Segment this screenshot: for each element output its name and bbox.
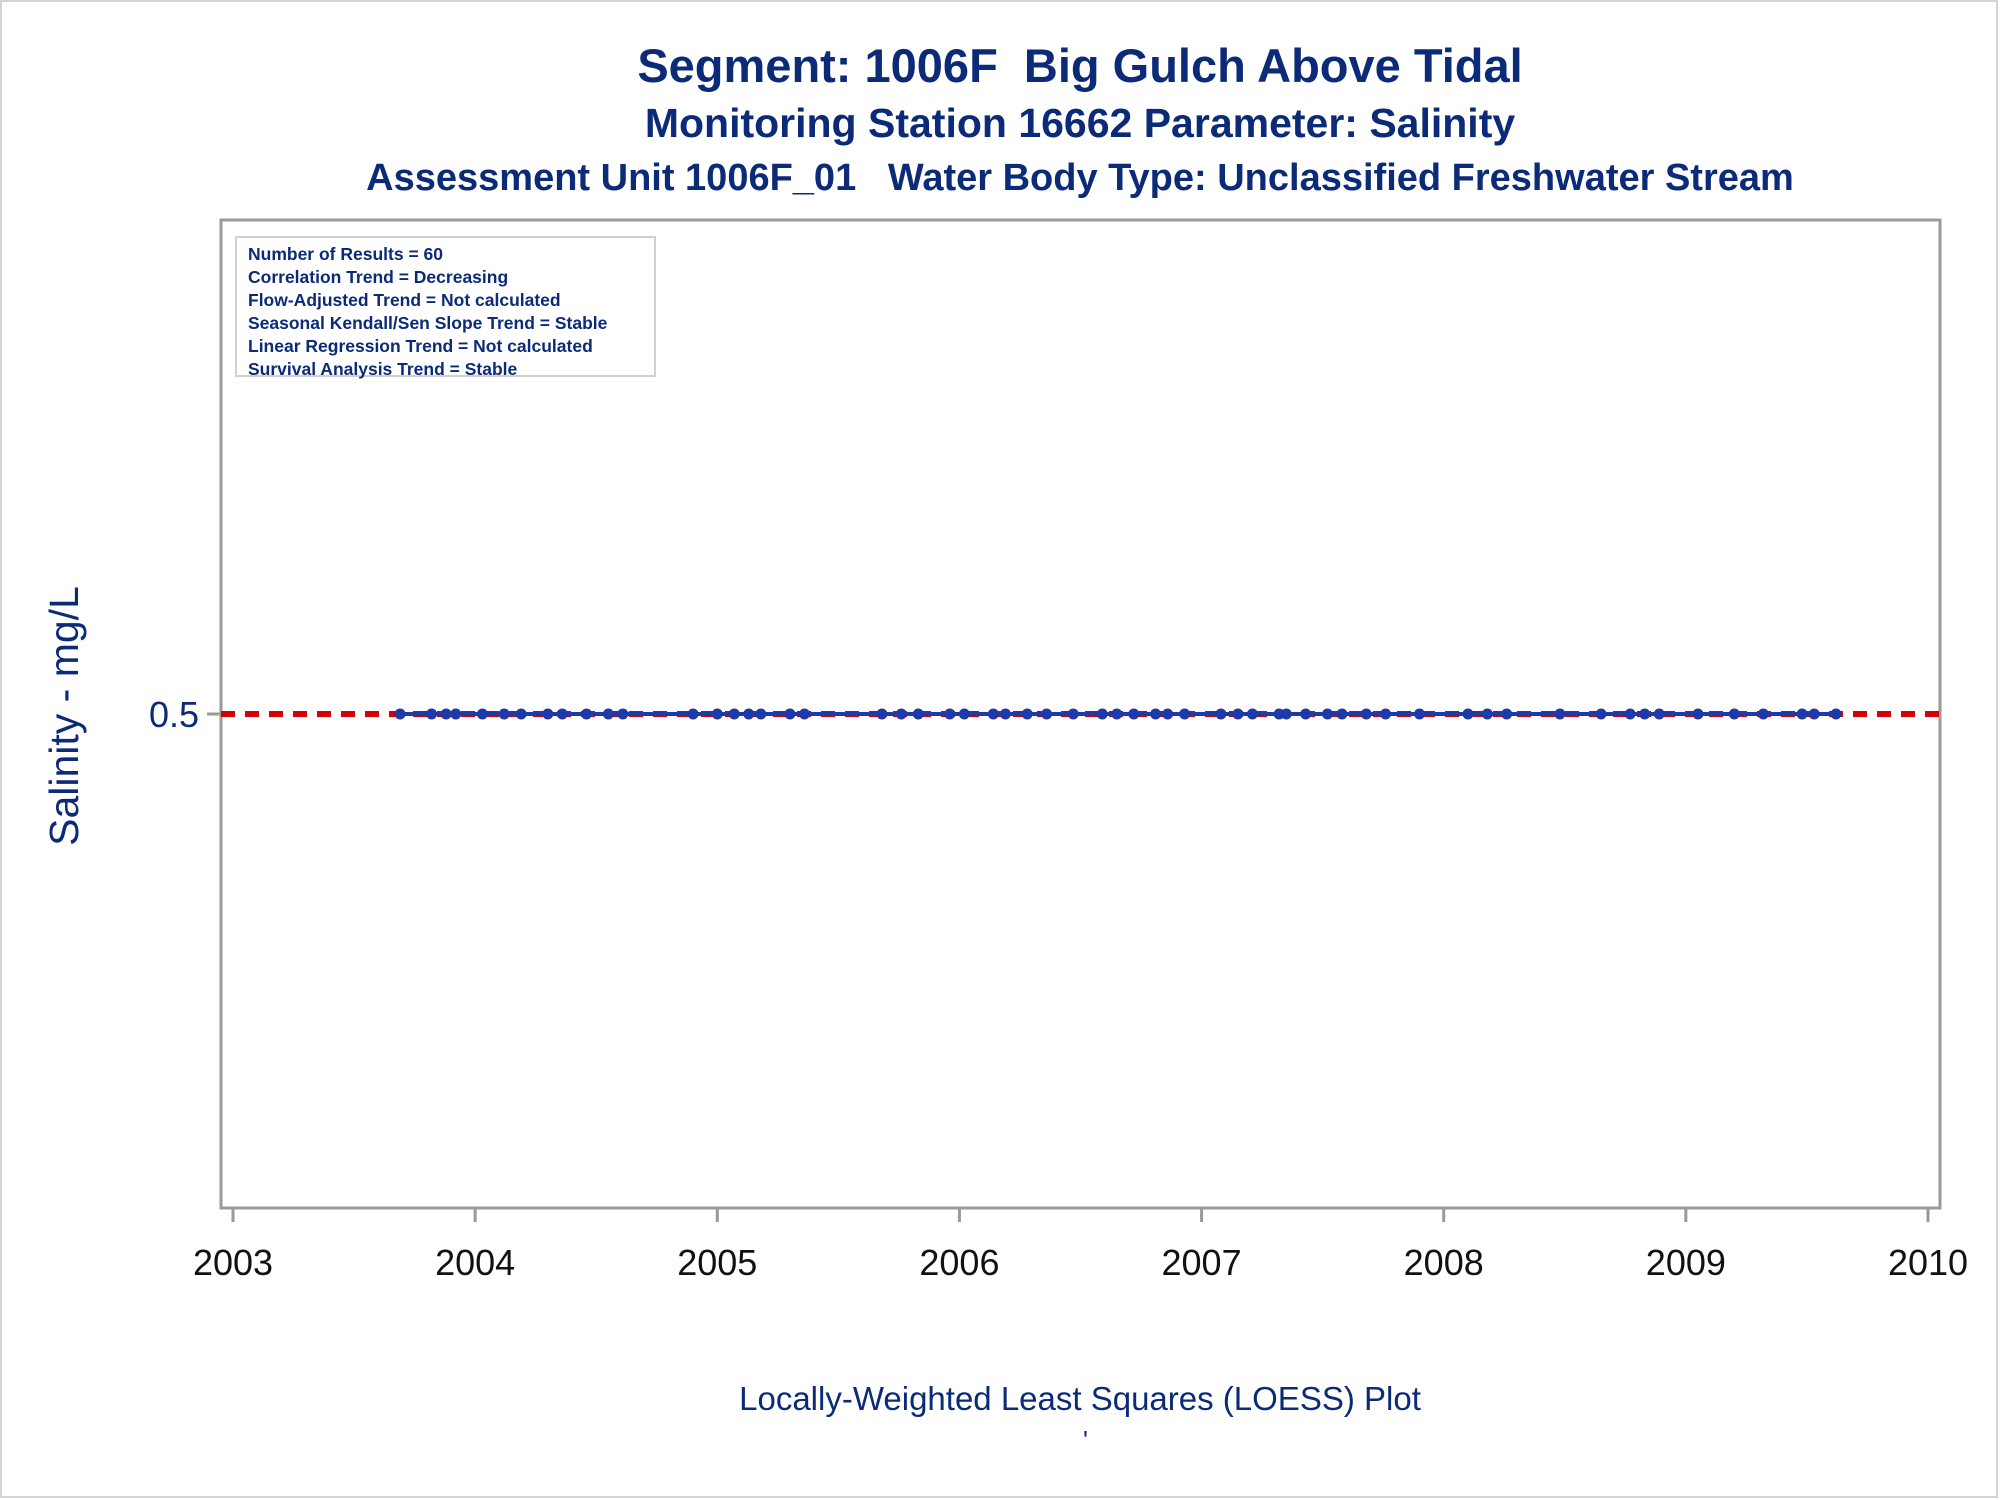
data-point <box>1808 708 1820 720</box>
data-point <box>1280 708 1292 720</box>
data-point <box>1380 708 1392 720</box>
data-point <box>876 708 888 720</box>
stat-seasonal-kendall-trend: Seasonal Kendall/Sen Slope Trend = Stabl… <box>248 313 608 333</box>
data-point <box>1653 708 1665 720</box>
footer-note: Locally-Weighted Least Squares (LOESS) P… <box>739 1380 1421 1417</box>
x-tick-label: 2007 <box>1162 1242 1242 1283</box>
chart-subtitle-station: Monitoring Station 16662 Parameter: Sali… <box>644 100 1516 146</box>
y-axis-label: Salinity - mg/L <box>41 586 87 846</box>
data-point <box>1624 708 1636 720</box>
data-point <box>394 708 406 720</box>
data-point <box>895 708 907 720</box>
trend-stats-box: Number of Results = 60 Correlation Trend… <box>235 236 656 379</box>
data-point <box>450 708 462 720</box>
data-point <box>1300 708 1312 720</box>
data-point <box>1336 708 1348 720</box>
data-point <box>1246 708 1258 720</box>
data-point <box>1215 708 1227 720</box>
data-point <box>1796 708 1808 720</box>
y-axis: 0.5 <box>149 694 221 735</box>
chart-subtitle-assessment: Assessment Unit 1006F_01 Water Body Type… <box>366 157 1794 199</box>
data-point <box>1021 708 1033 720</box>
data-point <box>1414 708 1425 720</box>
x-tick-label: 2010 <box>1888 1242 1968 1283</box>
data-point <box>1179 708 1191 720</box>
x-tick-label: 2009 <box>1646 1242 1726 1283</box>
data-point <box>1501 708 1513 720</box>
stat-correlation-trend: Correlation Trend = Decreasing <box>248 267 509 287</box>
data-point <box>1232 708 1244 720</box>
data-point <box>912 708 924 720</box>
data-point <box>1757 708 1769 720</box>
stat-number-of-results: Number of Results = 60 <box>248 244 443 264</box>
data-point <box>1321 708 1333 720</box>
data-point <box>999 708 1011 720</box>
data-point <box>987 708 999 720</box>
data-point <box>556 708 568 720</box>
data-point <box>1595 708 1607 720</box>
data-point <box>602 708 614 720</box>
data-point <box>1360 708 1372 720</box>
data-point <box>1096 708 1108 720</box>
x-tick-label: 2004 <box>435 1242 515 1283</box>
data-points <box>394 708 1842 720</box>
data-point <box>1150 708 1162 720</box>
data-point <box>958 708 970 720</box>
data-point <box>755 708 767 720</box>
data-point <box>1111 708 1123 720</box>
stat-survival-analysis-trend: Survival Analysis Trend = Stable <box>248 359 518 379</box>
y-tick-label: 0.5 <box>149 694 199 735</box>
data-point <box>1481 708 1493 720</box>
data-point <box>798 708 810 720</box>
stat-linear-regression-trend: Linear Regression Trend = Not calculated <box>248 336 593 356</box>
chart-title: Segment: 1006F Big Gulch Above Tidal <box>637 39 1523 92</box>
data-point <box>1554 708 1566 720</box>
data-point <box>743 708 755 720</box>
data-point <box>728 708 740 720</box>
data-point <box>498 708 510 720</box>
data-point <box>711 708 723 720</box>
x-tick-label: 2005 <box>677 1242 757 1283</box>
x-axis: 2003 2004 2005 2006 2007 2008 2009 2010 <box>193 1208 1968 1283</box>
data-point <box>1830 708 1842 720</box>
data-point <box>1128 708 1140 720</box>
x-tick-label: 2006 <box>919 1242 999 1283</box>
data-point <box>1067 708 1079 720</box>
data-point <box>944 708 956 720</box>
data-point <box>476 708 488 720</box>
data-point <box>1462 708 1474 720</box>
data-point <box>581 708 593 720</box>
stat-flow-adjusted-trend: Flow-Adjusted Trend = Not calculated <box>248 290 561 310</box>
data-point <box>440 708 452 720</box>
data-point <box>687 708 699 720</box>
data-point <box>1728 708 1740 720</box>
data-point <box>515 708 527 720</box>
data-point <box>1041 708 1053 720</box>
data-point <box>784 708 796 720</box>
data-point <box>426 708 438 720</box>
x-tick-label: 2008 <box>1404 1242 1484 1283</box>
data-point <box>542 708 554 720</box>
data-point <box>617 708 629 720</box>
data-point <box>1162 708 1174 720</box>
footer-mark: ' <box>1083 1425 1088 1455</box>
data-point <box>1639 708 1651 720</box>
data-point <box>1692 708 1704 720</box>
x-tick-label: 2003 <box>193 1242 273 1283</box>
